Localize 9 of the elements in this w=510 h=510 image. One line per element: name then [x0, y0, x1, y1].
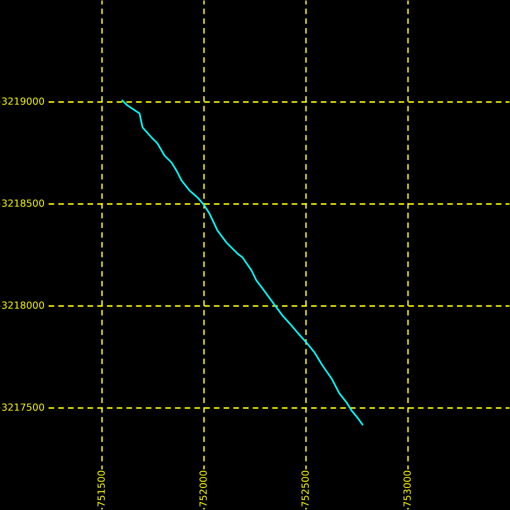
- x-tick-label: 751500: [97, 470, 105, 506]
- y-tick-label: 3218000: [2, 301, 44, 309]
- x-tick-label: 752500: [301, 470, 309, 506]
- y-tick-label: 3218500: [2, 199, 44, 207]
- y-tick-label: 3217500: [2, 403, 44, 411]
- line-series: [122, 100, 364, 426]
- y-tick-label: 3219000: [2, 97, 44, 105]
- x-tick-label: 752000: [199, 470, 207, 506]
- x-tick-label: 753000: [403, 470, 411, 506]
